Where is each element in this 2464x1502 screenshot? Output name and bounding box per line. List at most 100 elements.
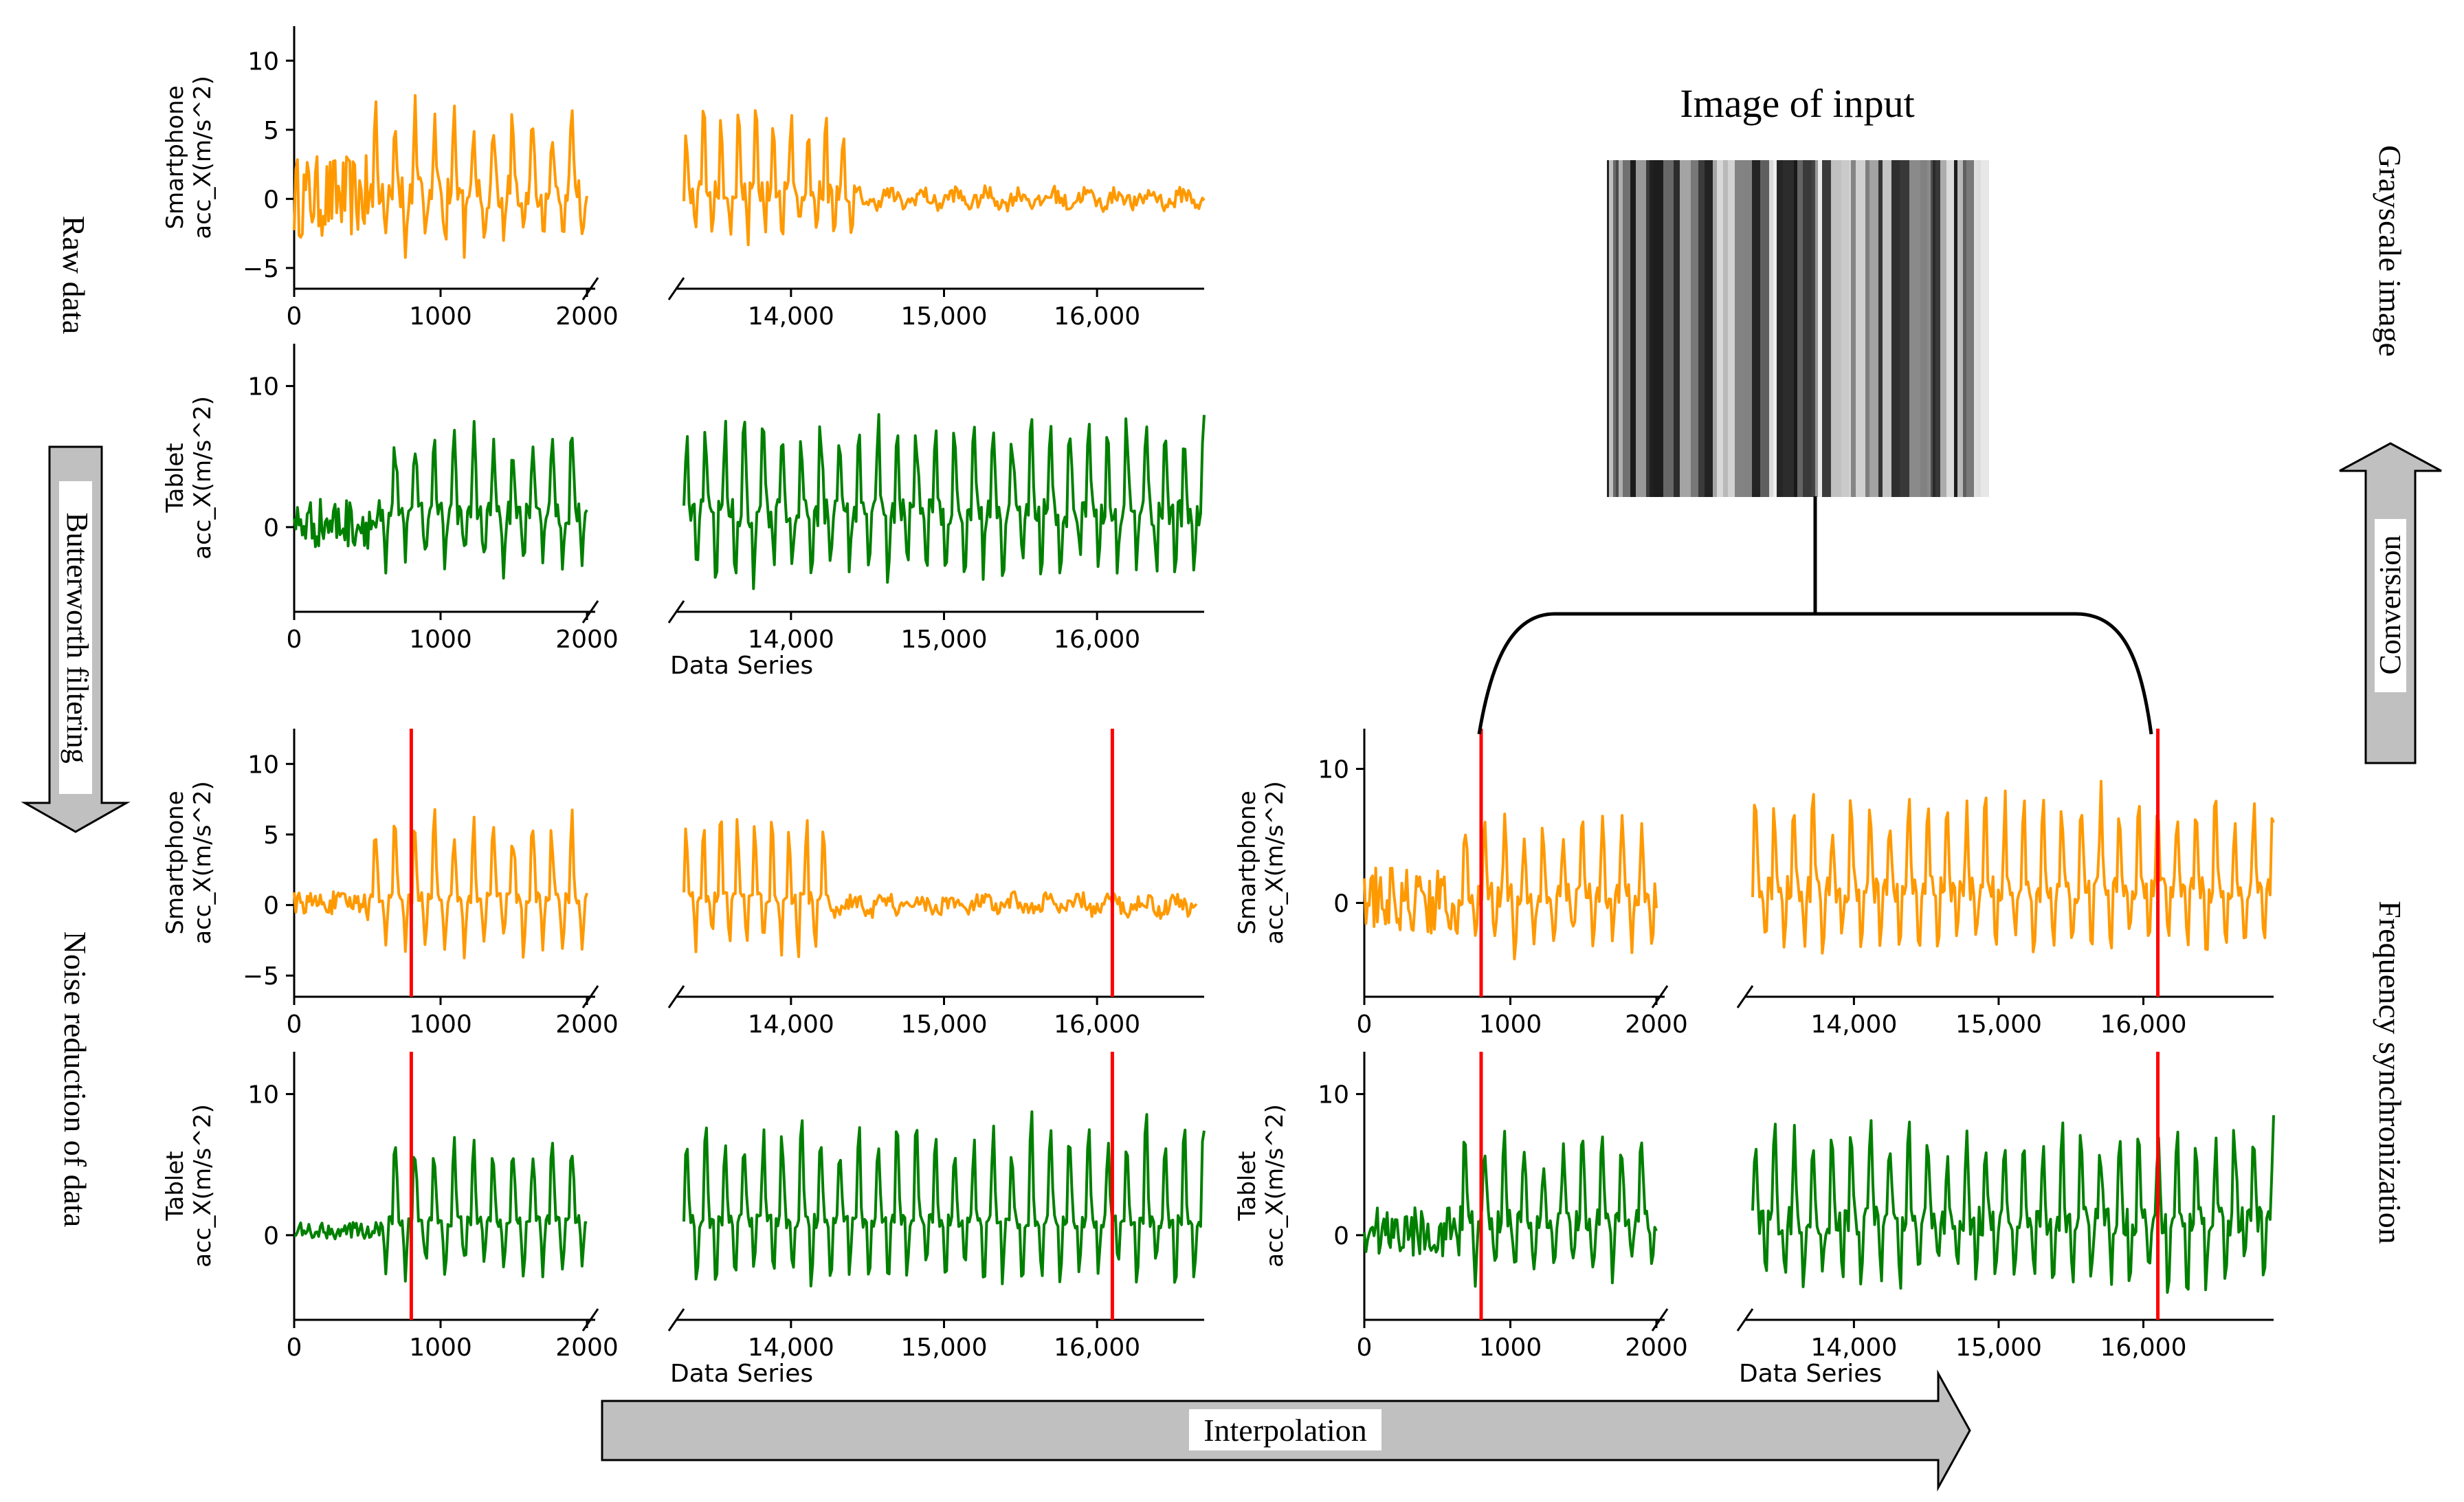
grayscale-stripe	[1803, 160, 1812, 497]
y-tick-label: 10	[247, 1081, 279, 1109]
grayscale-stripe	[1818, 160, 1822, 497]
grayscale-stripe	[1794, 160, 1797, 497]
grayscale-stripe	[1613, 160, 1616, 497]
grayscale-stripe	[1744, 160, 1752, 497]
x-axis-title: Data Series	[670, 652, 813, 680]
y-tick-label: 10	[1318, 756, 1349, 784]
series-line-left	[1363, 813, 1658, 960]
y-tick-label: 10	[247, 47, 279, 76]
grayscale-stripe	[1865, 160, 1869, 497]
x-tick-label: 16,000	[2100, 1334, 2187, 1362]
axis-break-mark	[1651, 1308, 1669, 1332]
y-tick-label: −5	[243, 962, 279, 991]
grayscale-stripe	[1705, 160, 1713, 497]
grayscale-stripe	[1609, 160, 1613, 497]
y-tick-label: 0	[1333, 890, 1349, 918]
grayscale-stripe	[1607, 160, 1609, 497]
grayscale-stripe	[1717, 160, 1723, 497]
grayscale-stripe	[1974, 160, 1977, 497]
grayscale-stripe	[1797, 160, 1803, 497]
grayscale-stripe	[1909, 160, 1920, 497]
y-axis-label: Tabletacc_X(m/s^2)	[162, 396, 217, 559]
grayscale-stripe	[1698, 160, 1705, 497]
grayscale-stripe	[1869, 160, 1876, 497]
grayscale-stripe	[1954, 160, 1957, 497]
x-tick-label: 16,000	[1054, 1010, 1140, 1039]
y-tick-label: 0	[263, 514, 279, 542]
series-line-right	[682, 109, 1206, 247]
grayscale-stripe	[1849, 160, 1851, 497]
y-tick-label: 10	[247, 373, 279, 401]
grayscale-stripe	[1783, 160, 1794, 497]
x-tick-label: 0	[1357, 1334, 1373, 1362]
y-axis-label: Smartphoneacc_X(m/s^2)	[162, 76, 217, 239]
grayscale-stripe	[1630, 160, 1636, 497]
grayscale-stripe	[1636, 160, 1646, 497]
x-tick-label: 14,000	[748, 626, 834, 654]
grayscale-stripe	[1623, 160, 1630, 497]
axis-break-mark	[1651, 985, 1669, 1008]
series-line-right	[682, 818, 1198, 958]
y-tick-label: 10	[1318, 1081, 1349, 1109]
grayscale-stripe	[1891, 160, 1900, 497]
grayscale-stripe	[1691, 160, 1698, 497]
grayscale-stripe	[1616, 160, 1619, 497]
grayscale-stripe	[1769, 160, 1773, 497]
x-axis-title: Data Series	[1739, 1360, 1882, 1388]
y-axis-label: Smartphoneacc_X(m/s^2)	[162, 781, 217, 944]
butterworth-label: Butterworth filtering	[60, 512, 94, 763]
panel-synchronized-smartphone: 1000 1000 2000 14,000 15,000 16,000Smartphone…	[1234, 729, 2275, 1039]
grayscale-stripe	[1663, 160, 1674, 497]
series-line-left	[293, 420, 588, 580]
axis-break-mark	[667, 600, 685, 623]
y-tick-label: 5	[263, 117, 279, 145]
grayscale-stripe	[1900, 160, 1909, 497]
axis-break-mark	[667, 277, 685, 300]
x-tick-label: 14,000	[748, 302, 834, 331]
grayscale-stripe	[1831, 160, 1841, 497]
grayscale-stripe	[1822, 160, 1831, 497]
grayscale-stripe	[1963, 160, 1966, 497]
y-tick-label: −5	[243, 255, 279, 283]
x-tick-label: 2000	[555, 302, 619, 331]
grayscale-stripe	[1946, 160, 1954, 497]
x-tick-label: 1000	[409, 302, 472, 331]
x-tick-label: 2000	[555, 626, 619, 654]
raw-data-label: Raw data	[56, 216, 91, 334]
panel-raw-smartphone: 10 5 0 −5 0 1000 2000 14,000 15,000 16,000 Smartph…	[162, 26, 1206, 331]
axis-break-mark	[667, 1308, 685, 1332]
x-tick-label: 0	[287, 1010, 302, 1039]
grayscale-stripe	[1773, 160, 1777, 497]
grayscale-stripe	[1752, 160, 1760, 497]
y-tick-label: 10	[247, 751, 279, 779]
series-line-right	[1751, 1115, 2275, 1294]
x-tick-label: 14,000	[748, 1010, 834, 1039]
image-of-input-title: Image of input	[1680, 81, 1914, 126]
grayscale-stripe	[1966, 160, 1974, 497]
grayscale-stripe	[1646, 160, 1650, 497]
grayscale-stripe	[1935, 160, 1940, 497]
grayscale-stripe	[1815, 160, 1818, 497]
axis-break-mark	[581, 1308, 599, 1332]
x-tick-label: 14,000	[1810, 1010, 1897, 1039]
panel-raw-tablet: 1000 1000 2000 14,000 15,000 16,000Tabletacc_…	[162, 344, 1206, 680]
grayscale-stripe	[1856, 160, 1865, 497]
y-axis-label: Smartphoneacc_X(m/s^2)	[1234, 781, 1289, 944]
y-tick-label: 0	[1333, 1222, 1349, 1250]
x-tick-label: 14,000	[1810, 1334, 1897, 1362]
x-tick-label: 1000	[409, 1010, 472, 1039]
axis-break-mark	[1736, 985, 1754, 1008]
grayscale-input-image	[1607, 160, 1989, 497]
grayscale-stripe	[1883, 160, 1891, 497]
noise-reduction-label: Noise reduction of data	[58, 931, 93, 1227]
x-tick-label: 15,000	[901, 626, 988, 654]
y-axis-label: Tabletacc_X(m/s^2)	[162, 1104, 217, 1267]
x-tick-label: 0	[287, 302, 302, 331]
x-tick-label: 2000	[555, 1010, 619, 1039]
butterworth-arrow: Butterworth filtering	[21, 445, 131, 833]
x-tick-label: 2000	[555, 1334, 619, 1362]
x-tick-label: 16,000	[1054, 1334, 1140, 1362]
grayscale-stripe	[1851, 160, 1856, 497]
